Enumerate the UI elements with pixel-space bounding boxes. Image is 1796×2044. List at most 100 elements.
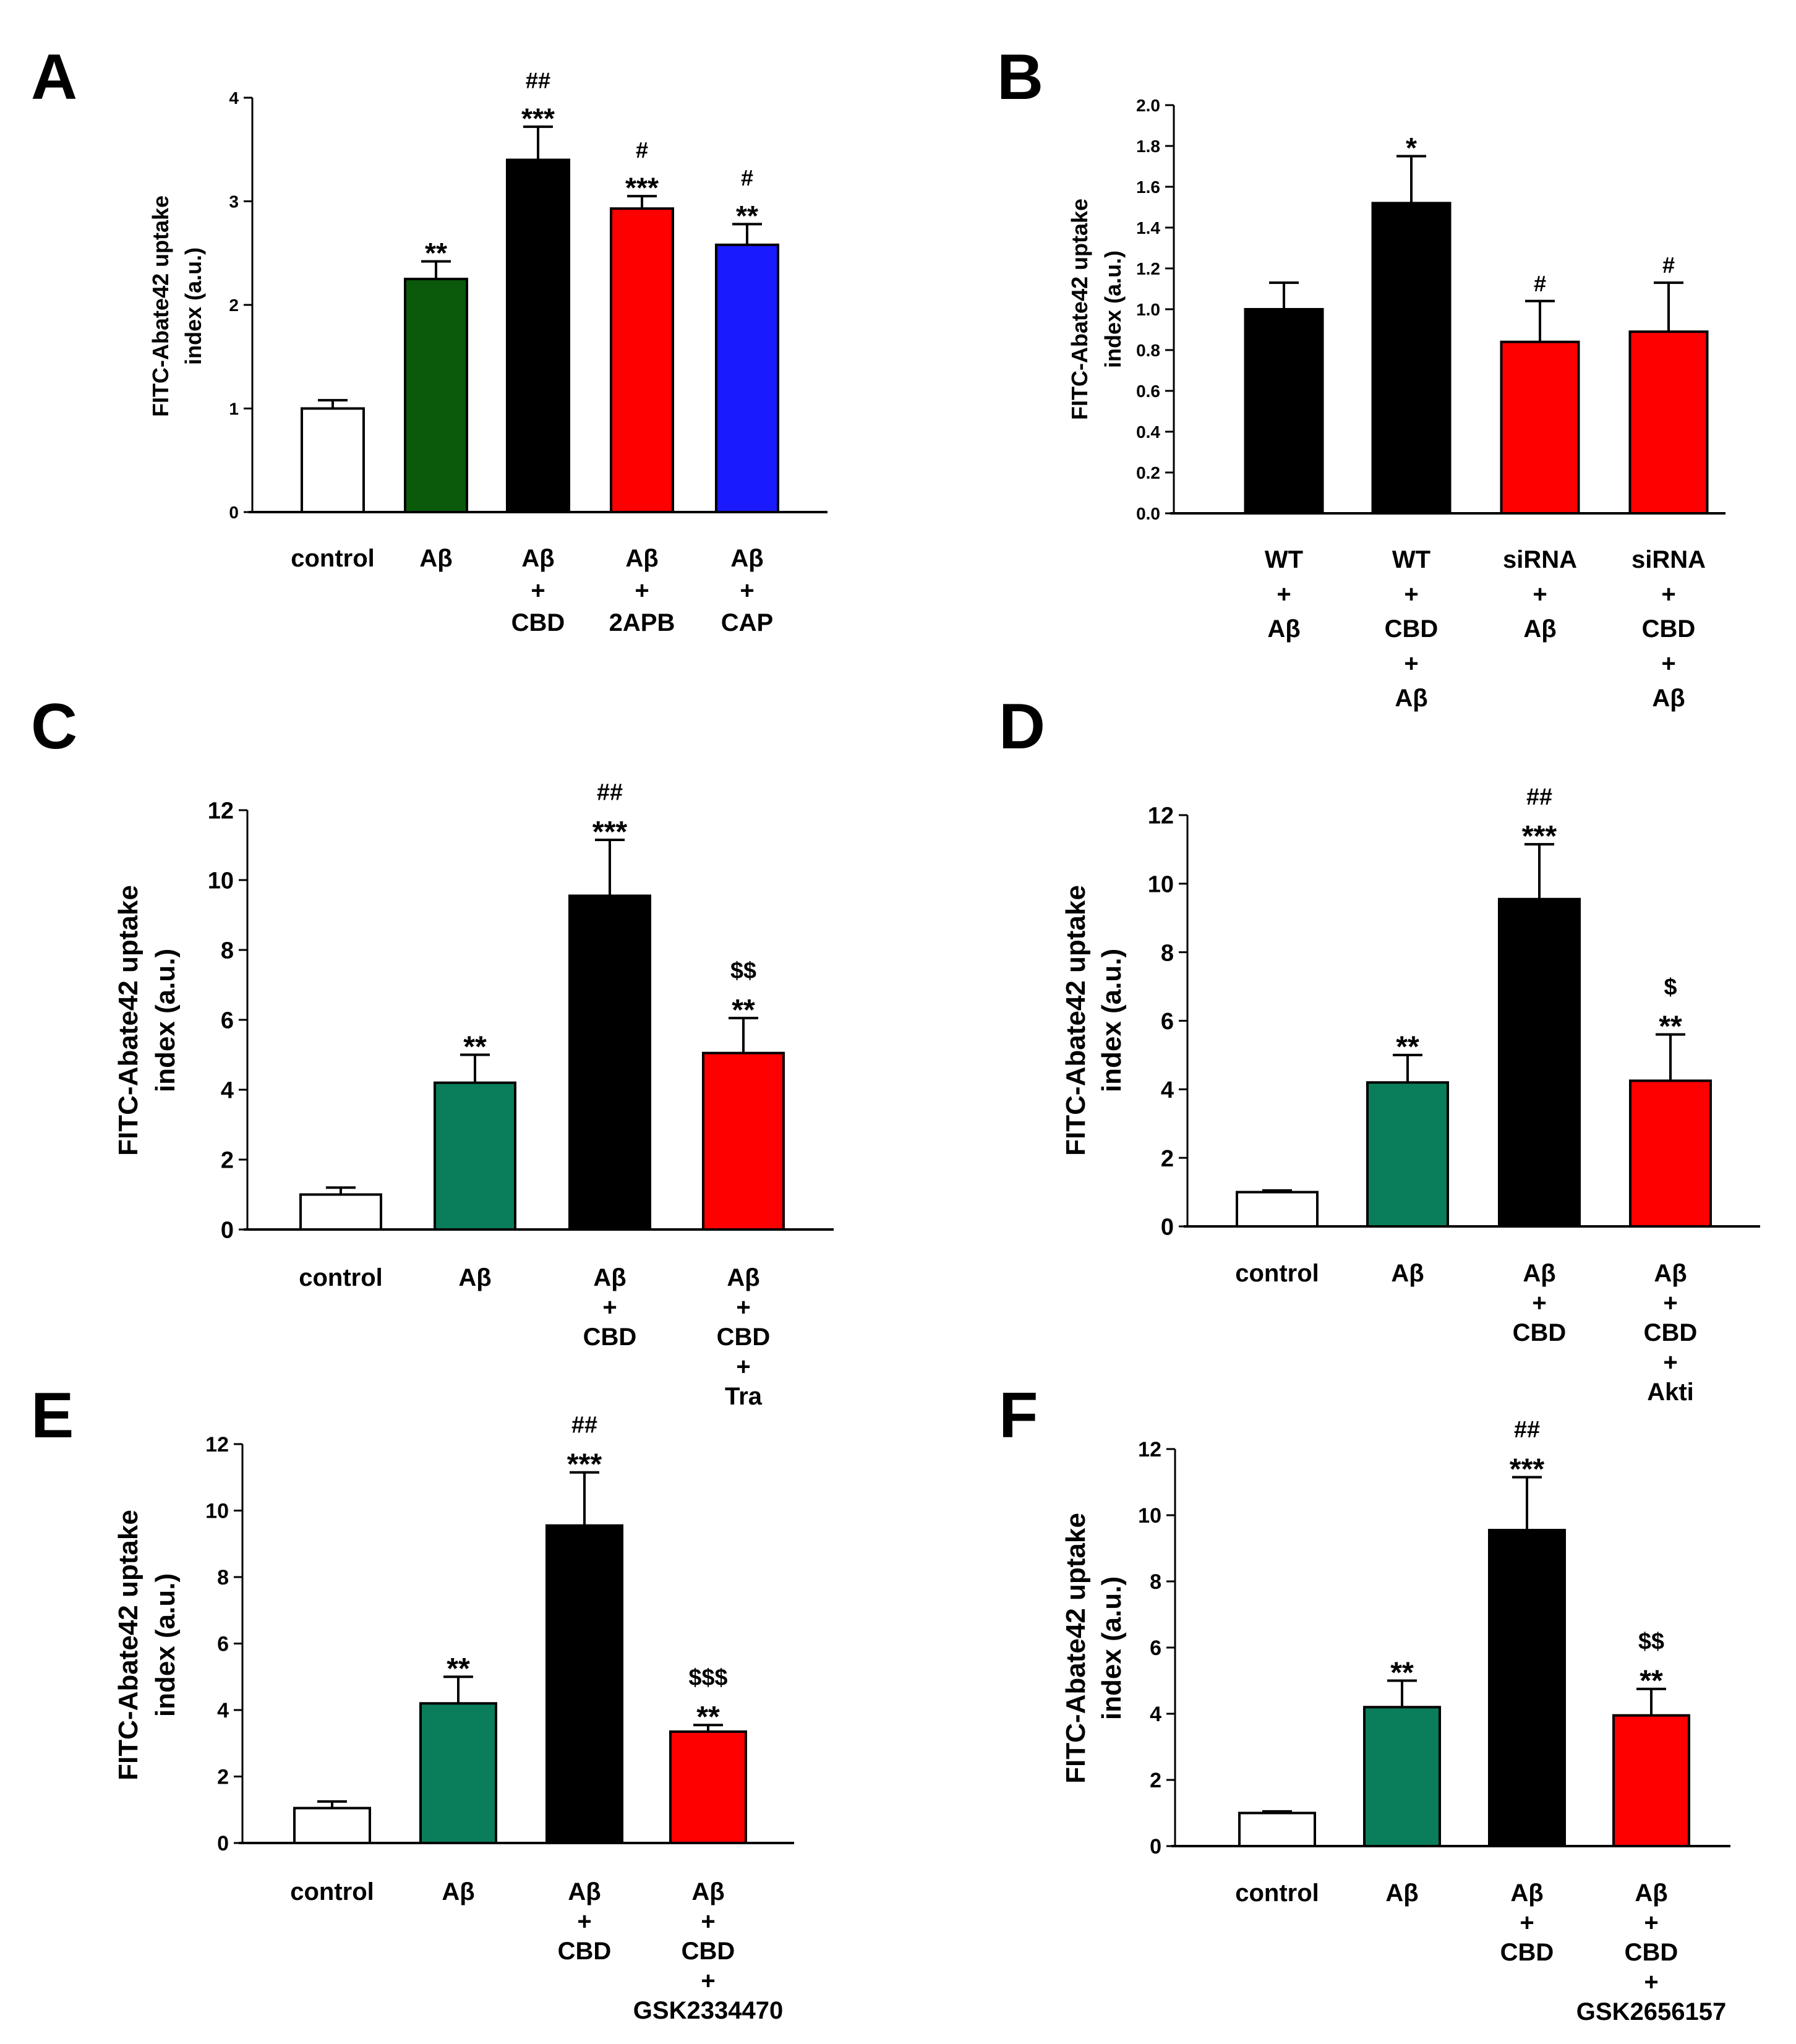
y-axis-title: index (a.u.): [1100, 250, 1126, 368]
y-tick-label: 0.4: [1136, 422, 1160, 442]
bar: [404, 278, 468, 513]
y-tick-label: 10: [205, 1500, 229, 1523]
category-label: +: [701, 1908, 715, 1935]
category-label: Aβ: [593, 1264, 626, 1291]
category-label: +: [1520, 1909, 1534, 1936]
category-label: Tra: [725, 1383, 763, 1410]
category-label: +: [701, 1967, 715, 1995]
category-label: Aβ: [1523, 1260, 1555, 1287]
significance-label: **: [463, 1030, 487, 1064]
category-label: +: [1533, 581, 1547, 608]
significance-label: ***: [1510, 1453, 1545, 1486]
category-label: +: [1276, 581, 1291, 608]
y-tick-label: 12: [205, 1433, 229, 1456]
significance-label: $: [1664, 973, 1677, 999]
category-label: Aβ: [1391, 1260, 1424, 1287]
bar: [419, 1702, 497, 1844]
category-label: WT: [1265, 546, 1303, 573]
y-tick-label: 6: [217, 1633, 229, 1656]
y-tick-label: 2.0: [1136, 96, 1160, 115]
category-label: Aβ: [419, 545, 452, 572]
bar: [1244, 308, 1324, 515]
y-tick-label: 12: [1138, 1438, 1161, 1461]
significance-label: **: [1390, 1656, 1414, 1690]
bar: [1363, 1706, 1441, 1848]
significance-label: **: [1396, 1030, 1419, 1064]
y-tick-label: 8: [217, 1566, 229, 1589]
category-label: Aβ: [1385, 1879, 1418, 1907]
significance-label: **: [425, 237, 447, 269]
category-label: +: [1661, 581, 1675, 608]
y-tick-label: 4: [217, 1699, 229, 1722]
category-label: +: [531, 577, 545, 604]
chart-panel-E: E 0 2 4 6 8 10 12 FITC-Abate42 uptake index (a.u.…: [31, 1380, 794, 2024]
y-tick-label: 1.2: [1136, 259, 1160, 278]
y-tick-label: 8: [221, 938, 234, 964]
bar: [506, 158, 570, 513]
y-tick-label: 6: [221, 1008, 234, 1034]
y-tick-label: 2: [217, 1766, 229, 1789]
y-axis-title: FITC-Abate42 uptake: [1061, 1513, 1091, 1784]
category-label: CBD: [717, 1323, 771, 1351]
panel-letter: E: [31, 1380, 74, 1452]
y-tick-label: 2: [1161, 1146, 1174, 1172]
y-tick-label: 0.2: [1136, 463, 1160, 482]
category-label: +: [1663, 1289, 1677, 1317]
bar: [293, 1807, 371, 1844]
significance-label: **: [696, 1701, 720, 1734]
category-label: CBD: [1385, 615, 1439, 643]
y-axis-title: FITC-Abate42 uptake: [1061, 885, 1091, 1156]
category-label: CBD: [1644, 1319, 1698, 1346]
y-axis-title: FITC-Abate42 uptake: [1067, 199, 1092, 420]
y-tick-label: 6: [1150, 1636, 1161, 1660]
y-axis-title: FITC-Abate42 uptake: [113, 885, 143, 1156]
bar: [1628, 330, 1709, 515]
y-tick-label: 2: [229, 296, 239, 315]
significance-label: $$: [730, 957, 756, 983]
category-label: Aβ: [1267, 615, 1300, 643]
y-tick-label: 10: [1148, 872, 1174, 898]
category-label: Aβ: [442, 1878, 474, 1905]
y-tick-label: 0.6: [1136, 382, 1160, 401]
bar: [1488, 1529, 1566, 1847]
bar: [1366, 1081, 1449, 1228]
category-label: +: [736, 1294, 750, 1321]
significance-label: ##: [597, 779, 623, 805]
category-label: +: [1644, 1909, 1658, 1936]
category-label: Aβ: [458, 1264, 491, 1291]
chart-panel-C: C 0 2 4 6 8 10 12 FITC-Abate42 uptake index (a.u.…: [31, 691, 834, 1410]
y-tick-label: 0: [217, 1832, 229, 1855]
category-label: control: [291, 545, 375, 572]
significance-label: ##: [1514, 1416, 1540, 1442]
category-label: +: [602, 1294, 617, 1321]
category-label: 2APB: [609, 609, 675, 636]
significance-label: #: [1662, 252, 1675, 278]
y-tick-label: 4: [229, 88, 239, 108]
y-tick-label: 12: [208, 798, 234, 824]
category-label: CBD: [583, 1323, 637, 1351]
bar: [299, 1193, 382, 1231]
y-tick-label: 8: [1161, 940, 1174, 966]
category-label: CBD: [1513, 1319, 1567, 1346]
category-label: CBD: [1642, 615, 1696, 643]
category-label: control: [299, 1264, 383, 1291]
bar: [610, 207, 674, 513]
y-axis-title: index (a.u.): [1097, 1576, 1127, 1720]
bar: [1629, 1079, 1712, 1228]
y-tick-label: 10: [208, 868, 234, 894]
y-tick-label: 1.8: [1136, 137, 1160, 156]
significance-label: ***: [592, 815, 628, 849]
panel-letter: A: [31, 41, 77, 113]
significance-label: $$: [1638, 1628, 1664, 1654]
y-tick-label: 1: [229, 400, 239, 419]
significance-label: ##: [571, 1411, 597, 1437]
bar: [702, 1051, 785, 1231]
y-axis-title: index (a.u.): [181, 247, 206, 365]
category-label: +: [1644, 1969, 1658, 1996]
y-tick-label: 4: [1150, 1703, 1161, 1726]
category-label: Akti: [1647, 1379, 1694, 1406]
category-label: WT: [1392, 546, 1430, 573]
category-label: +: [1532, 1289, 1546, 1317]
category-label: CAP: [721, 609, 773, 636]
